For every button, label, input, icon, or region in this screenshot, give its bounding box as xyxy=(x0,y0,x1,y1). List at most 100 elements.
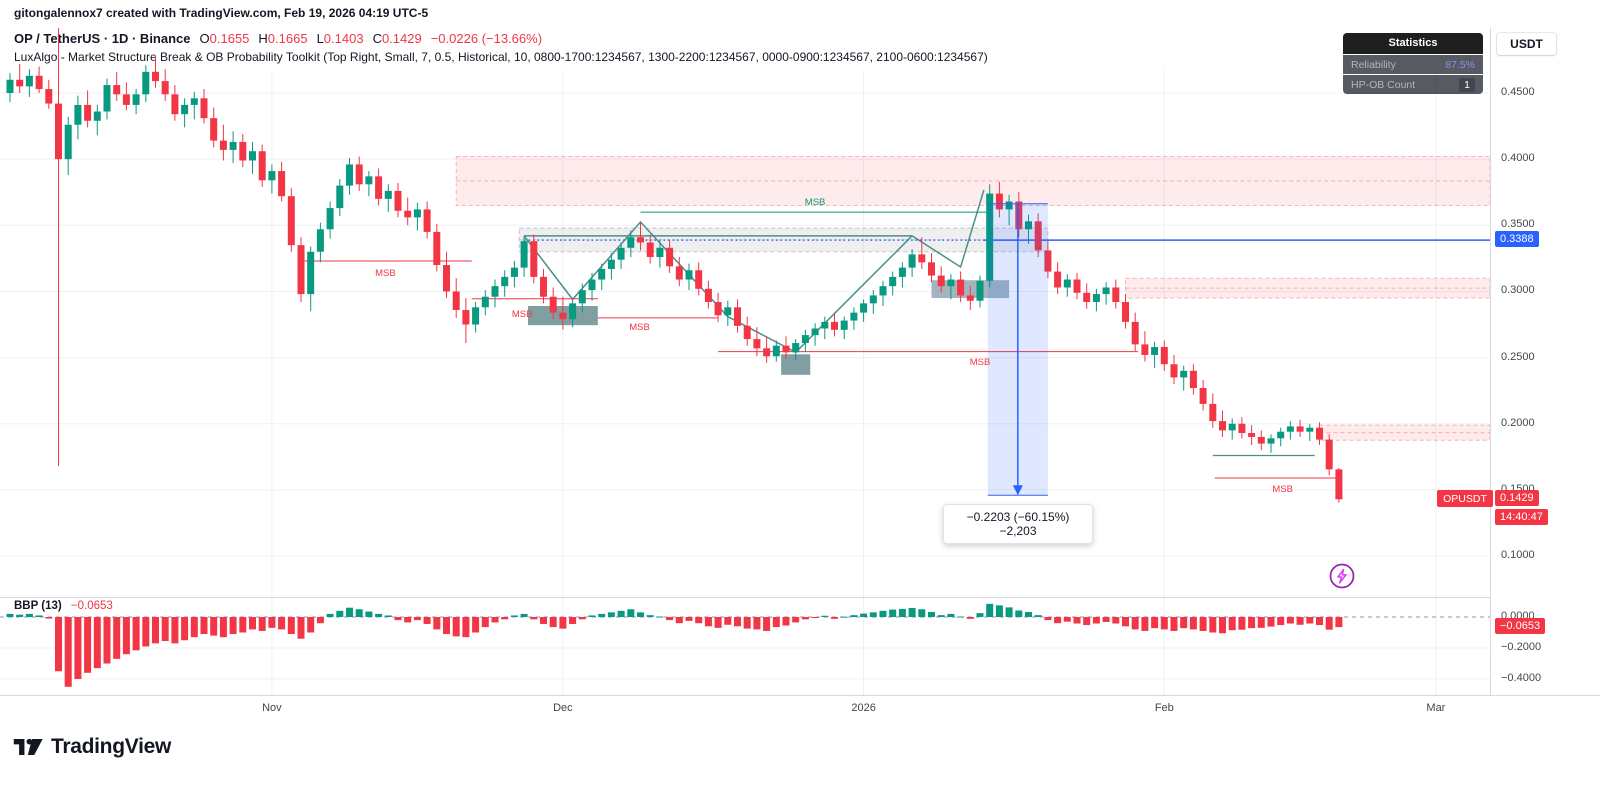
bbp-bar xyxy=(549,617,557,628)
candle-body xyxy=(268,171,276,181)
candle-body xyxy=(734,307,741,326)
symbol-price-label: OPUSDT xyxy=(1437,490,1493,508)
time-axis[interactable]: Nov Dec 2026 Feb Mar xyxy=(0,695,1600,724)
candle-body xyxy=(840,320,848,330)
bbp-bar xyxy=(782,617,790,626)
bbp-bar xyxy=(1277,617,1285,626)
candle-body xyxy=(1296,426,1304,432)
candle-body xyxy=(724,307,732,316)
candle-body xyxy=(1316,427,1323,440)
bbp-bar xyxy=(64,617,72,687)
bbp-bar xyxy=(122,617,130,655)
bbp-bar xyxy=(986,603,994,617)
candle-body xyxy=(1335,469,1343,500)
candle-body xyxy=(1151,347,1159,355)
candle-body xyxy=(510,267,518,277)
bbp-bar xyxy=(918,609,926,617)
indicator-title-row[interactable]: LuxAlgo - Market Structure Break & OB Pr… xyxy=(14,50,988,64)
time-axis-label: Nov xyxy=(262,702,282,714)
bbp-bar xyxy=(792,617,800,623)
bbp-bar xyxy=(268,617,276,628)
symbol-info-row: OP / TetherUS · 1D · Binance O0.1655 H0.16… xyxy=(14,31,542,46)
candle-body xyxy=(384,190,392,199)
price-range-measurement-label[interactable]: −0.2203 (−60.15%) −2,203 xyxy=(943,504,1093,544)
bbp-bar xyxy=(607,612,615,617)
candle-body xyxy=(1112,287,1120,303)
bbp-bar xyxy=(132,617,140,651)
candle-body xyxy=(249,151,256,161)
bbp-bar xyxy=(646,615,654,617)
bbp-bar xyxy=(772,617,780,628)
bbp-bar xyxy=(297,617,305,639)
msb-label: MSB xyxy=(1272,484,1293,495)
currency-toggle-button[interactable]: USDT xyxy=(1497,33,1556,55)
candle-body xyxy=(1277,431,1285,439)
bbp-bar xyxy=(831,617,838,619)
tradingview-logo[interactable]: TradingView xyxy=(12,734,171,760)
candle-body xyxy=(607,259,615,269)
bbp-bar xyxy=(685,617,693,621)
candle-body xyxy=(501,276,509,287)
candle-body xyxy=(93,111,101,121)
candle-body xyxy=(860,303,868,313)
bbp-bar xyxy=(1073,617,1081,624)
luxalgo-lightning-icon[interactable] xyxy=(1328,562,1356,590)
candle-body xyxy=(103,85,111,112)
bbp-bar xyxy=(801,617,809,620)
bbp-bar xyxy=(287,617,295,635)
candle-body xyxy=(35,75,43,90)
candle-body xyxy=(685,270,693,280)
hp-ob-count-label: HP-OB Count xyxy=(1351,78,1416,91)
bbp-bar xyxy=(278,617,286,630)
price-tick-label: 0.1000 xyxy=(1501,549,1535,562)
candle-body xyxy=(656,247,664,258)
candle-body xyxy=(84,104,92,121)
candle-body xyxy=(1248,433,1256,437)
supply-zone xyxy=(455,156,1490,206)
bbp-bar xyxy=(1209,617,1217,633)
bbp-tick-label: −0.4000 xyxy=(1501,672,1542,684)
bbp-bar xyxy=(1306,617,1314,624)
candle-body xyxy=(928,262,935,276)
price-tick-label: 0.3000 xyxy=(1501,284,1535,297)
bbp-bar xyxy=(850,615,858,617)
candle-body xyxy=(947,279,955,287)
candle-body xyxy=(898,267,906,277)
candle-body xyxy=(375,176,383,199)
candle-body xyxy=(25,75,33,87)
hp-ob-count-value: 1 xyxy=(1459,77,1475,92)
bbp-bar xyxy=(142,617,150,647)
bbp-indicator-header[interactable]: BBP (13) −0.0653 xyxy=(14,600,113,612)
candle-body xyxy=(1073,279,1081,293)
reliability-label: Reliability xyxy=(1351,58,1396,71)
bbp-bar xyxy=(588,615,596,617)
bbp-bar xyxy=(811,617,819,618)
bbp-bar xyxy=(423,617,431,624)
structure-zigzag xyxy=(523,189,985,354)
candle-body xyxy=(695,270,703,289)
statistics-row-reliability: Reliability 87.5% xyxy=(1343,55,1483,74)
bbp-bar xyxy=(161,617,169,642)
price-tick-label: 0.2000 xyxy=(1501,416,1535,429)
candle-body xyxy=(355,164,363,185)
bbp-bar xyxy=(326,613,334,617)
candle-body xyxy=(1238,423,1246,434)
bbp-bar xyxy=(472,617,480,633)
candle-body xyxy=(1286,426,1294,432)
candle-body xyxy=(675,266,683,280)
bbp-bar xyxy=(840,616,848,618)
bbp-bar xyxy=(1325,617,1333,630)
statistics-panel-title: Statistics xyxy=(1343,33,1483,54)
candle-body xyxy=(278,171,286,197)
bbp-bar xyxy=(540,617,547,624)
price-axis[interactable]: 0.3388 0.1429 14:40:47 −0.0653 0.4500 0.4… xyxy=(1490,28,1600,695)
candle-body xyxy=(1325,439,1333,470)
bbp-indicator-value: −0.0653 xyxy=(70,600,113,612)
bbp-bar xyxy=(1112,617,1120,624)
price-chart-canvas[interactable]: MSB MSB MSB MSB MSB MSB xyxy=(0,0,1490,730)
candle-body xyxy=(316,229,324,252)
bbp-bar xyxy=(249,617,256,630)
bbp-bar xyxy=(239,617,247,633)
candle-body xyxy=(481,296,489,308)
